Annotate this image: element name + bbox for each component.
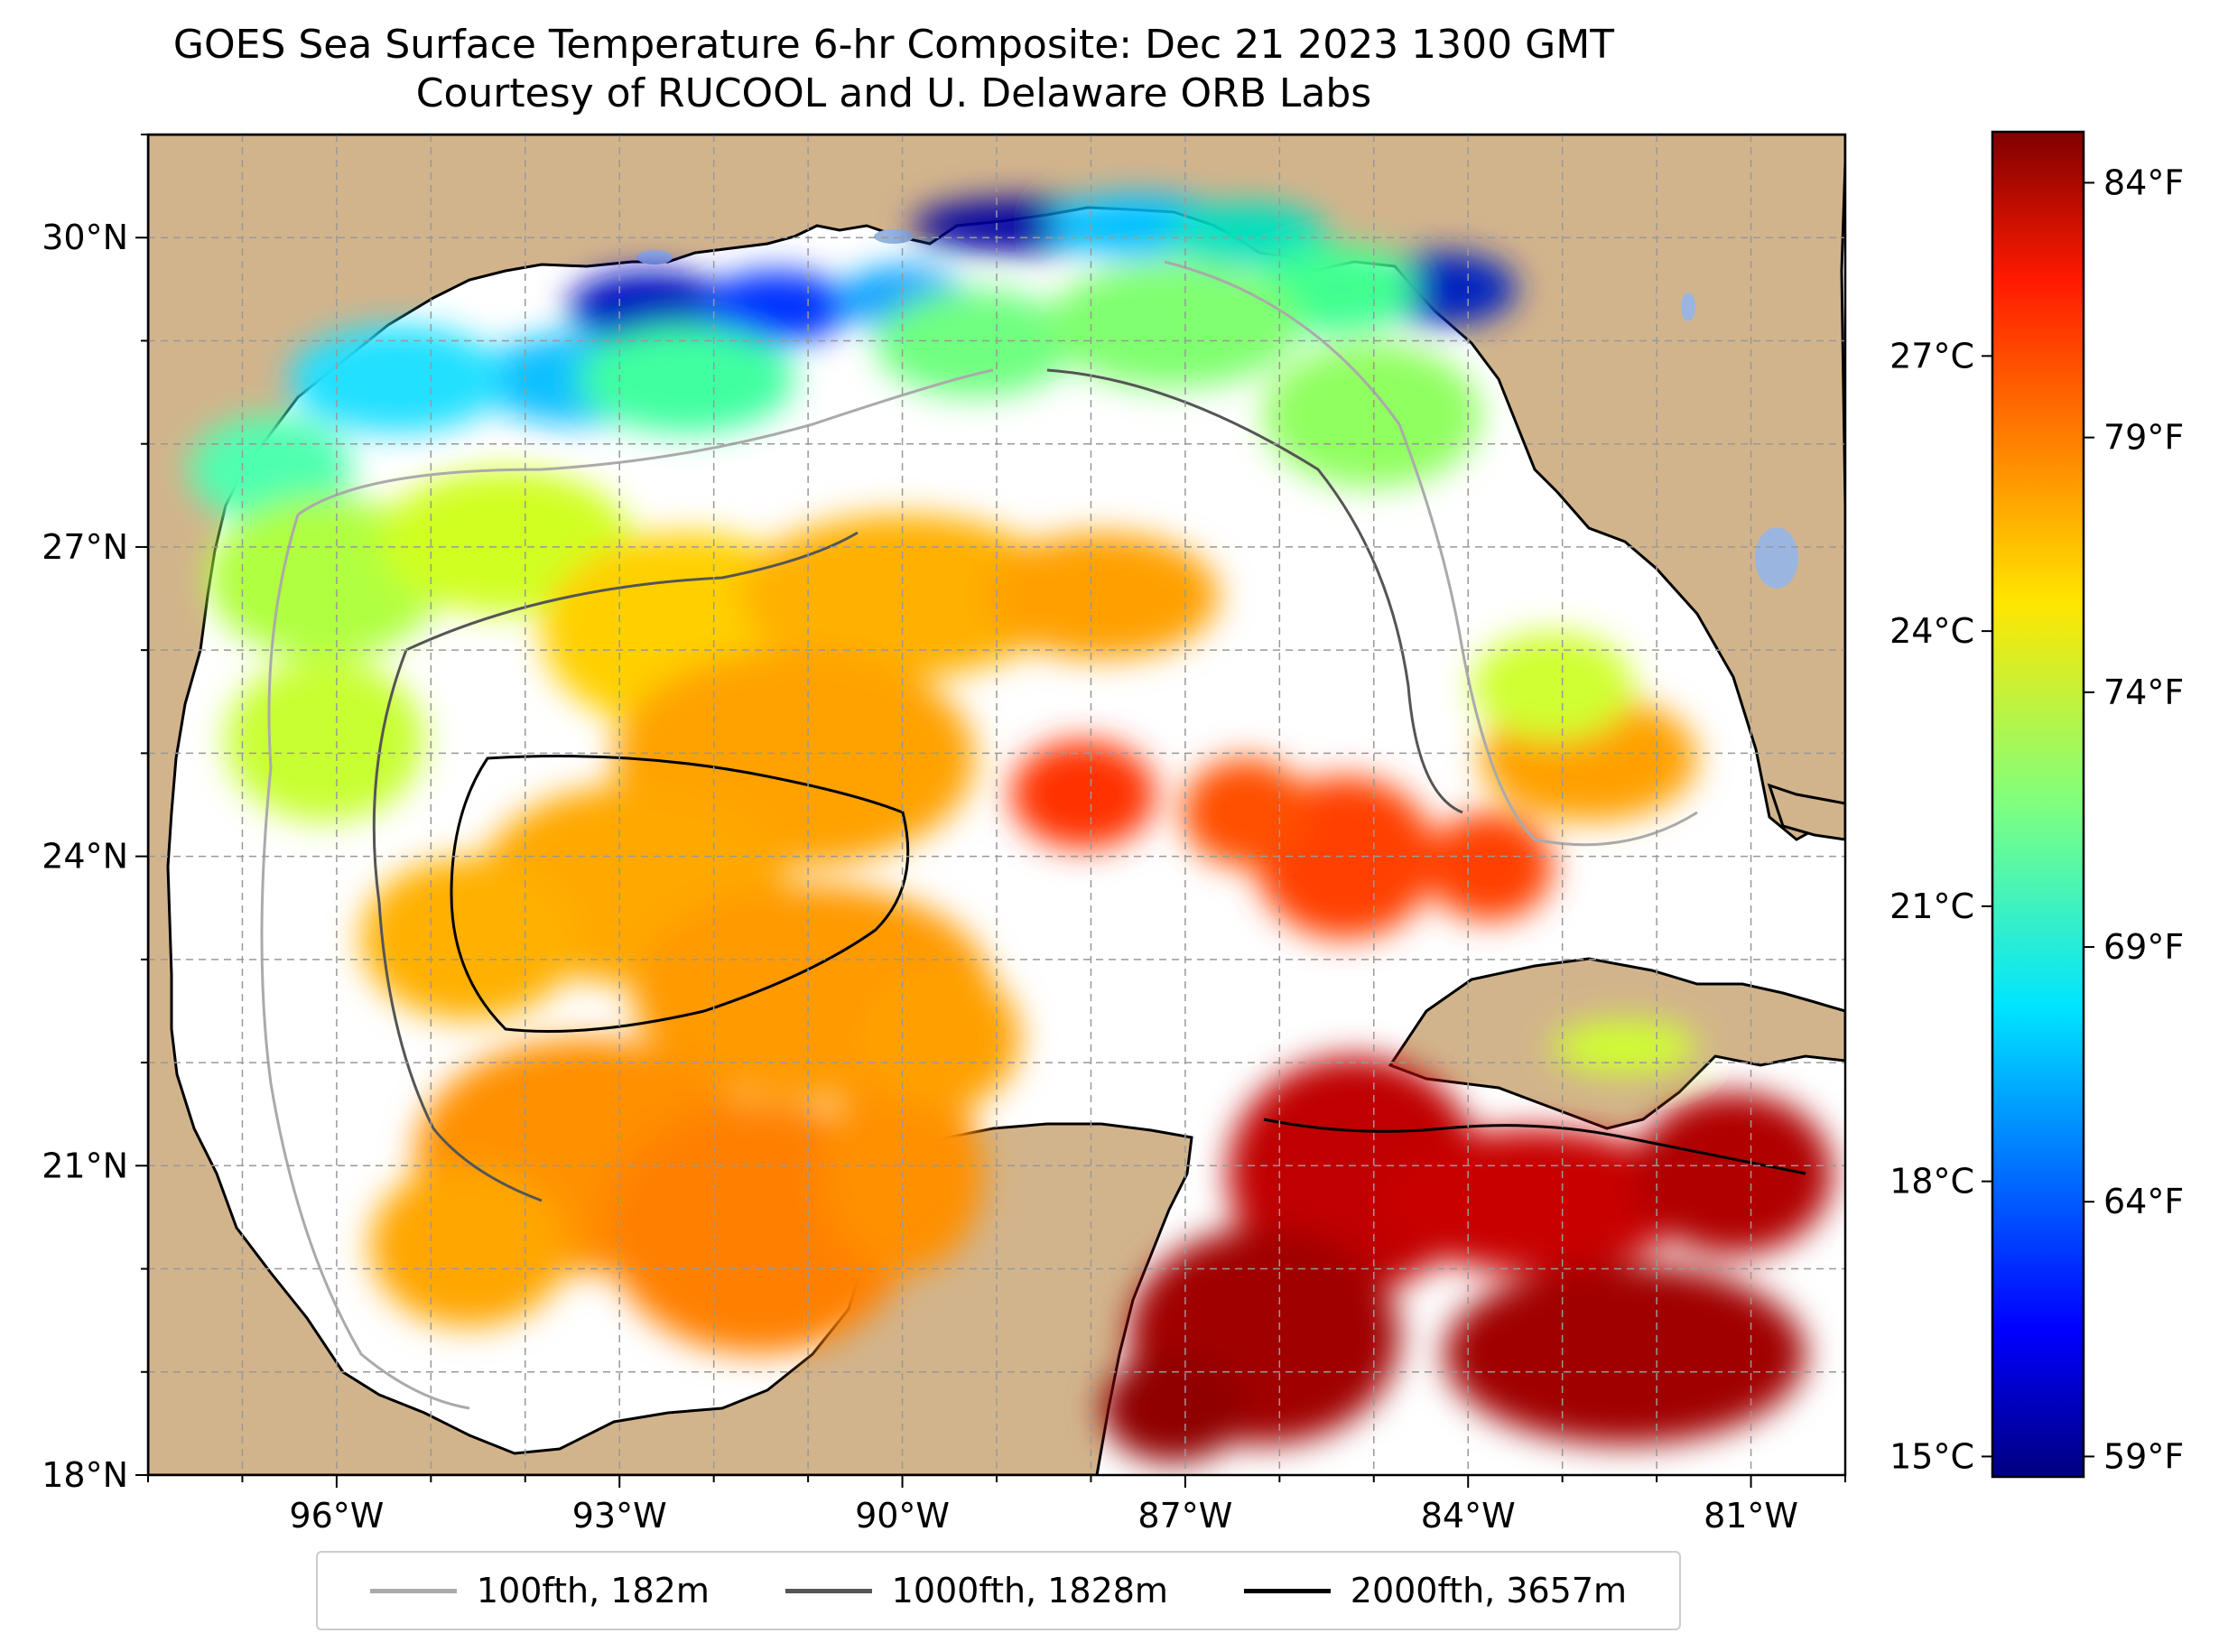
sst-patch [569,271,731,343]
legend-label-2000fth: 2000fth, 3657m [1350,1571,1628,1610]
legend-item-100fth: 100fth, 182m [369,1571,710,1610]
legend-item-1000fth: 1000fth, 1828m [785,1571,1168,1610]
sst-patch [289,325,506,433]
lake-pontchartrain [874,229,914,244]
sst-patch [1264,343,1481,487]
sst-patch [876,289,1074,397]
legend-swatch-2000fth [1243,1588,1331,1593]
sst-patch [1426,812,1553,921]
sst-patch [226,659,424,821]
sst-patch [1634,1092,1833,1255]
bathymetry-legend: 100fth, 182m 1000fth, 1828m 2000fth, 365… [316,1551,1681,1630]
chart-title: GOES Sea Surface Temperature 6-hr Compos… [172,22,1615,68]
gridlines [148,135,1845,1475]
celsius-tick-label: 27°C [1889,336,1974,376]
legend-swatch-1000fth [785,1588,872,1593]
lon-tick-label: 81°W [1704,1496,1798,1536]
chart-subtitle: Courtesy of RUCOOL and U. Delaware ORB L… [415,70,1372,116]
lat-axis: 18°N 21°N 24°N 27°N 30°N [42,134,148,1495]
sst-patch [578,325,794,433]
sst-patch [1047,262,1300,388]
contour-2000fth [450,755,910,1033]
fahrenheit-tick-label: 74°F [2103,673,2184,712]
celsius-tick-label: 18°C [1889,1162,1974,1202]
fahrenheit-tick-label: 69°F [2103,927,2184,967]
sst-patch [361,858,578,1020]
legend-swatch-100fth [369,1588,457,1593]
lake-texas [636,250,673,265]
celsius-tick-label: 24°C [1889,611,1974,651]
lat-tick-label: 18°N [42,1455,128,1495]
lat-tick-label: 30°N [42,218,128,257]
sst-patch [1165,203,1327,266]
sst-patch [984,533,1219,659]
colorbar-celsius-axis: 15°C 18°C 21°C 24°C 27°C [1889,336,1992,1476]
legend-item-2000fth: 2000fth, 3657m [1243,1571,1628,1610]
sst-patch [1101,1354,1246,1462]
lat-tick-label: 24°N [42,837,128,877]
lon-axis: 96°W 93°W 90°W 87°W 84°W 81°W [147,1475,1846,1536]
contour-caribbean [1263,1118,1806,1175]
sst-patch [1011,740,1156,849]
legend-label-1000fth: 1000fth, 1828m [891,1571,1168,1610]
sst-patch [1381,1128,1688,1273]
celsius-tick-label: 15°C [1889,1436,1974,1476]
sst-patch [704,271,849,343]
colorbar-fahrenheit-axis: 59°F 64°F 69°F 74°F 79°F 84°F [2084,162,2184,1476]
bathymetry-contours [260,260,1806,1410]
lat-tick-label: 21°N [42,1146,128,1185]
sst-patch [370,1165,569,1327]
lat-tick-label: 27°N [42,527,128,567]
colorbar [1991,130,2085,1479]
lon-tick-label: 90°W [855,1496,950,1536]
lakes-layer [636,229,1798,589]
fahrenheit-tick-label: 64°F [2103,1182,2184,1221]
lon-tick-label: 96°W [289,1496,384,1536]
sst-patch [1183,758,1309,867]
fahrenheit-tick-label: 84°F [2103,162,2184,202]
land-bahamas-keys [1767,783,1845,841]
lon-tick-label: 87°W [1137,1496,1232,1536]
sst-patch [1472,632,1634,740]
sst-patch [858,966,1020,1110]
lon-tick-label: 93°W [572,1496,667,1536]
lon-tick-label: 84°W [1421,1496,1516,1536]
celsius-tick-label: 21°C [1889,886,1974,926]
sst-data-layer [190,194,1833,1462]
fahrenheit-tick-label: 79°F [2103,418,2184,458]
contour-100fth [260,260,1698,1410]
legend-label-100fth: 100fth, 182m [476,1571,710,1610]
lake-okeechobee [1755,527,1798,589]
fahrenheit-tick-label: 59°F [2103,1436,2184,1476]
sst-patch [1444,1264,1806,1444]
sst-patch [1553,1020,1697,1074]
sst-patch [190,415,352,524]
contour-1000fth [372,368,1463,1202]
lake-north-florida [1681,292,1695,321]
